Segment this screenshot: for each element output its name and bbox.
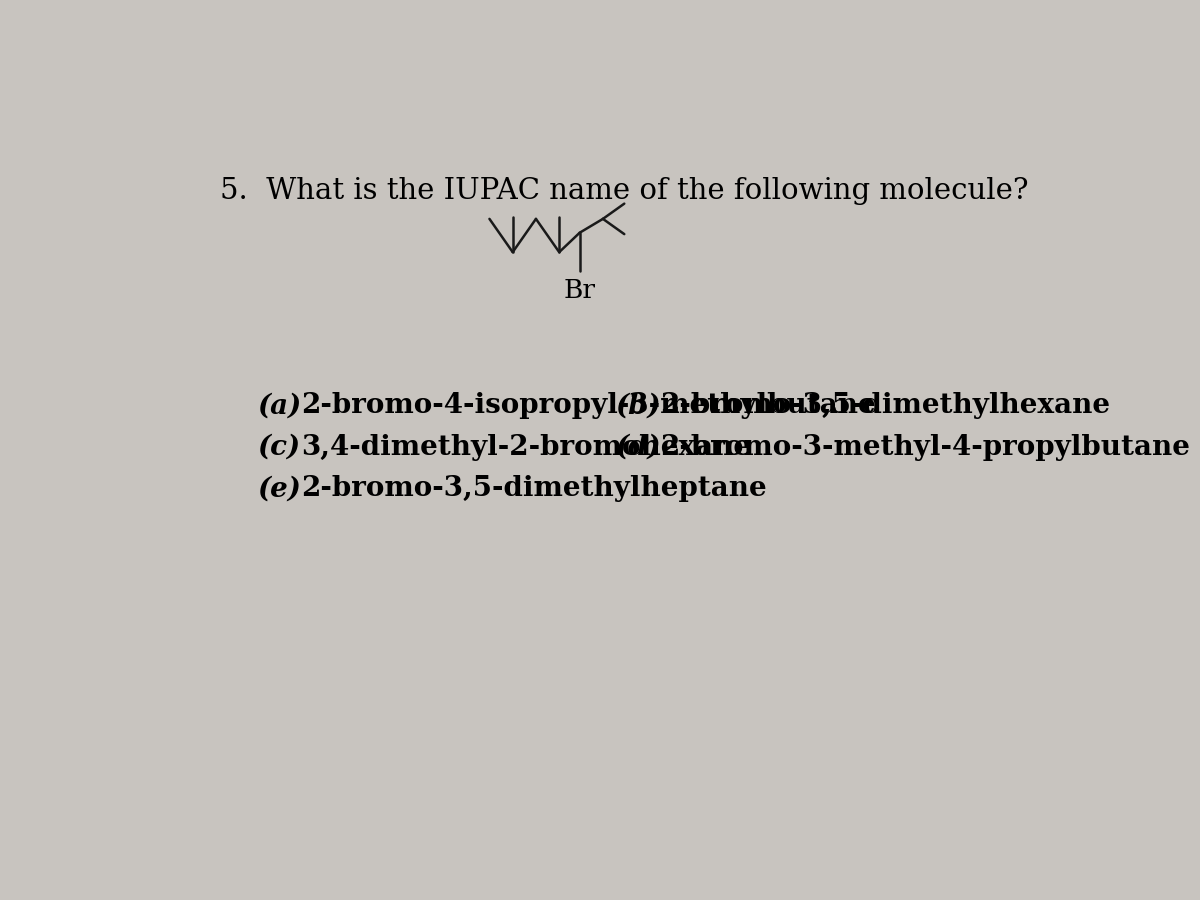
Text: 2-bromo-3,5-dimethylhexane: 2-bromo-3,5-dimethylhexane: [660, 392, 1110, 419]
Text: 3,4-dimethyl-2-bromohexane: 3,4-dimethyl-2-bromohexane: [301, 434, 751, 461]
Text: Br: Br: [564, 278, 595, 302]
Text: (b): (b): [616, 392, 661, 419]
Text: 2-bromo-4-isopropyl-3-methylbutane: 2-bromo-4-isopropyl-3-methylbutane: [301, 392, 876, 419]
Text: (e): (e): [257, 475, 301, 502]
Text: (a): (a): [257, 392, 301, 419]
Text: (c): (c): [257, 434, 300, 461]
Text: 2-bromo-3-methyl-4-propylbutane: 2-bromo-3-methyl-4-propylbutane: [660, 434, 1189, 461]
Text: 2-bromo-3,5-dimethylheptane: 2-bromo-3,5-dimethylheptane: [301, 475, 767, 502]
Text: (d): (d): [616, 434, 661, 461]
Text: 5.  What is the IUPAC name of the following molecule?: 5. What is the IUPAC name of the followi…: [220, 177, 1028, 205]
